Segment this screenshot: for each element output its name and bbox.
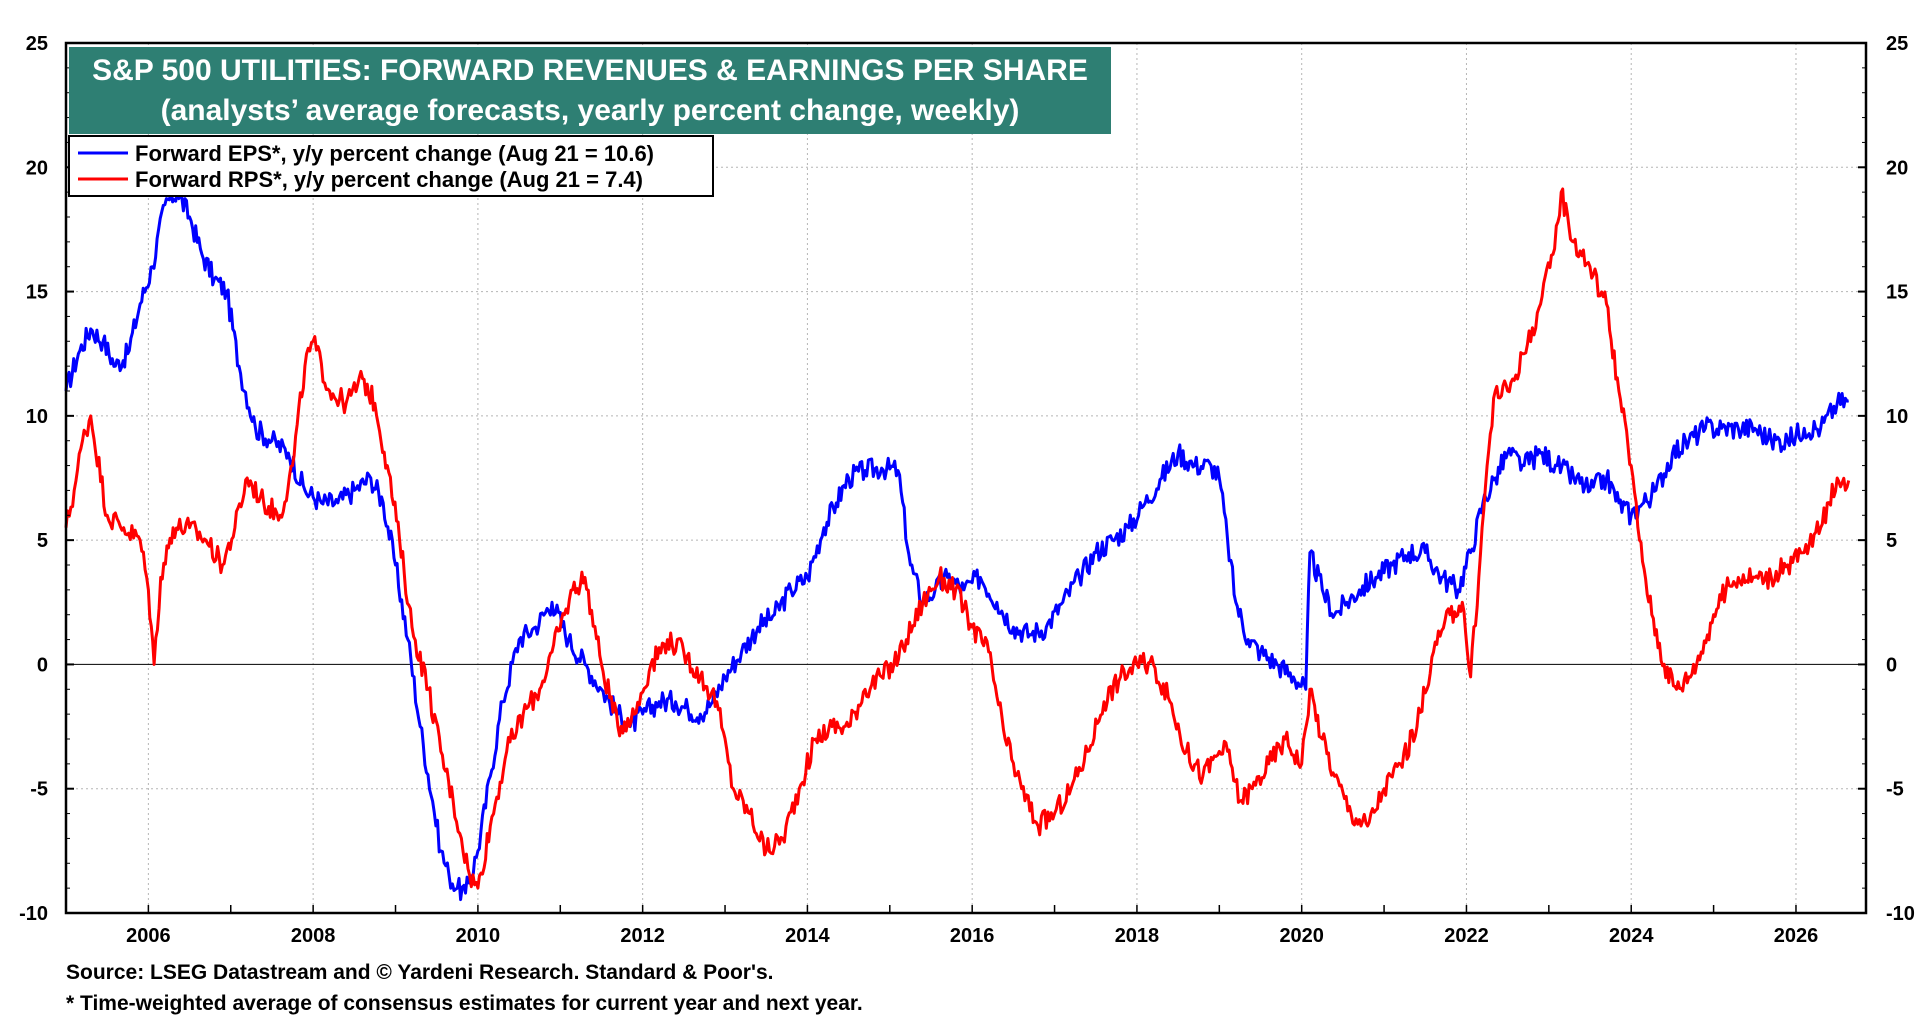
x-tick-label: 2024 — [1609, 925, 1654, 947]
source-note: Source: LSEG Datastream and © Yardeni Re… — [66, 961, 774, 984]
plot-frame — [64, 41, 1868, 915]
x-axis: 2006 2008 2010 2012 2014 2016 2018 2020 2022 2024… — [65, 905, 1819, 947]
y-tick-label-left: 25 — [26, 33, 48, 55]
series-lines — [64, 186, 1851, 902]
y-tick-label-right: 10 — [1886, 406, 1908, 428]
x-tick-label: 2018 — [1115, 925, 1160, 947]
x-tick-label: 2006 — [126, 925, 171, 947]
chart-subtitle: (analysts’ average forecasts, yearly per… — [161, 94, 1020, 127]
x-tick-label: 2008 — [291, 925, 336, 947]
y-tick-label-left: -10 — [19, 903, 48, 925]
legend-box — [68, 135, 714, 197]
y-axis-left: -10 -5 0 5 10 15 20 25 — [19, 33, 74, 925]
title-box — [69, 47, 1111, 134]
x-tick-label: 2010 — [456, 925, 501, 947]
y-tick-label-right: 0 — [1886, 654, 1897, 676]
chart-title: S&P 500 UTILITIES: FORWARD REVENUES & EA… — [92, 54, 1088, 87]
y-tick-label-left: 20 — [26, 157, 48, 179]
series-line-rps — [64, 187, 1851, 890]
y-tick-label-right: 20 — [1886, 157, 1908, 179]
x-tick-label: 2014 — [785, 925, 830, 947]
footnote: * Time-weighted average of consensus est… — [66, 992, 863, 1015]
x-tick-label: 2020 — [1279, 925, 1324, 947]
y-tick-label-left: 5 — [37, 530, 48, 552]
y-tick-label-right: -5 — [1886, 779, 1904, 801]
x-tick-label: 2016 — [950, 925, 995, 947]
legend-label-eps: Forward EPS*, y/y percent change (Aug 21… — [135, 141, 654, 166]
y-tick-label-right: -10 — [1886, 903, 1915, 925]
legend-label-rps: Forward RPS*, y/y percent change (Aug 21… — [135, 167, 643, 192]
y-tick-label-right: 5 — [1886, 530, 1897, 552]
x-tick-label: 2012 — [620, 925, 665, 947]
y-tick-label-right: 25 — [1886, 33, 1908, 55]
y-tick-label-left: 0 — [37, 654, 48, 676]
y-tick-label-left: 10 — [26, 406, 48, 428]
x-tick-label: 2026 — [1774, 925, 1819, 947]
y-tick-label-right: 15 — [1886, 282, 1908, 304]
y-axis-right: -10 -5 0 5 10 15 20 25 — [1858, 33, 1915, 925]
y-tick-label-left: 15 — [26, 282, 48, 304]
x-tick-label: 2022 — [1444, 925, 1489, 947]
y-tick-label-left: -5 — [30, 779, 48, 801]
series-line-eps — [64, 186, 1849, 902]
